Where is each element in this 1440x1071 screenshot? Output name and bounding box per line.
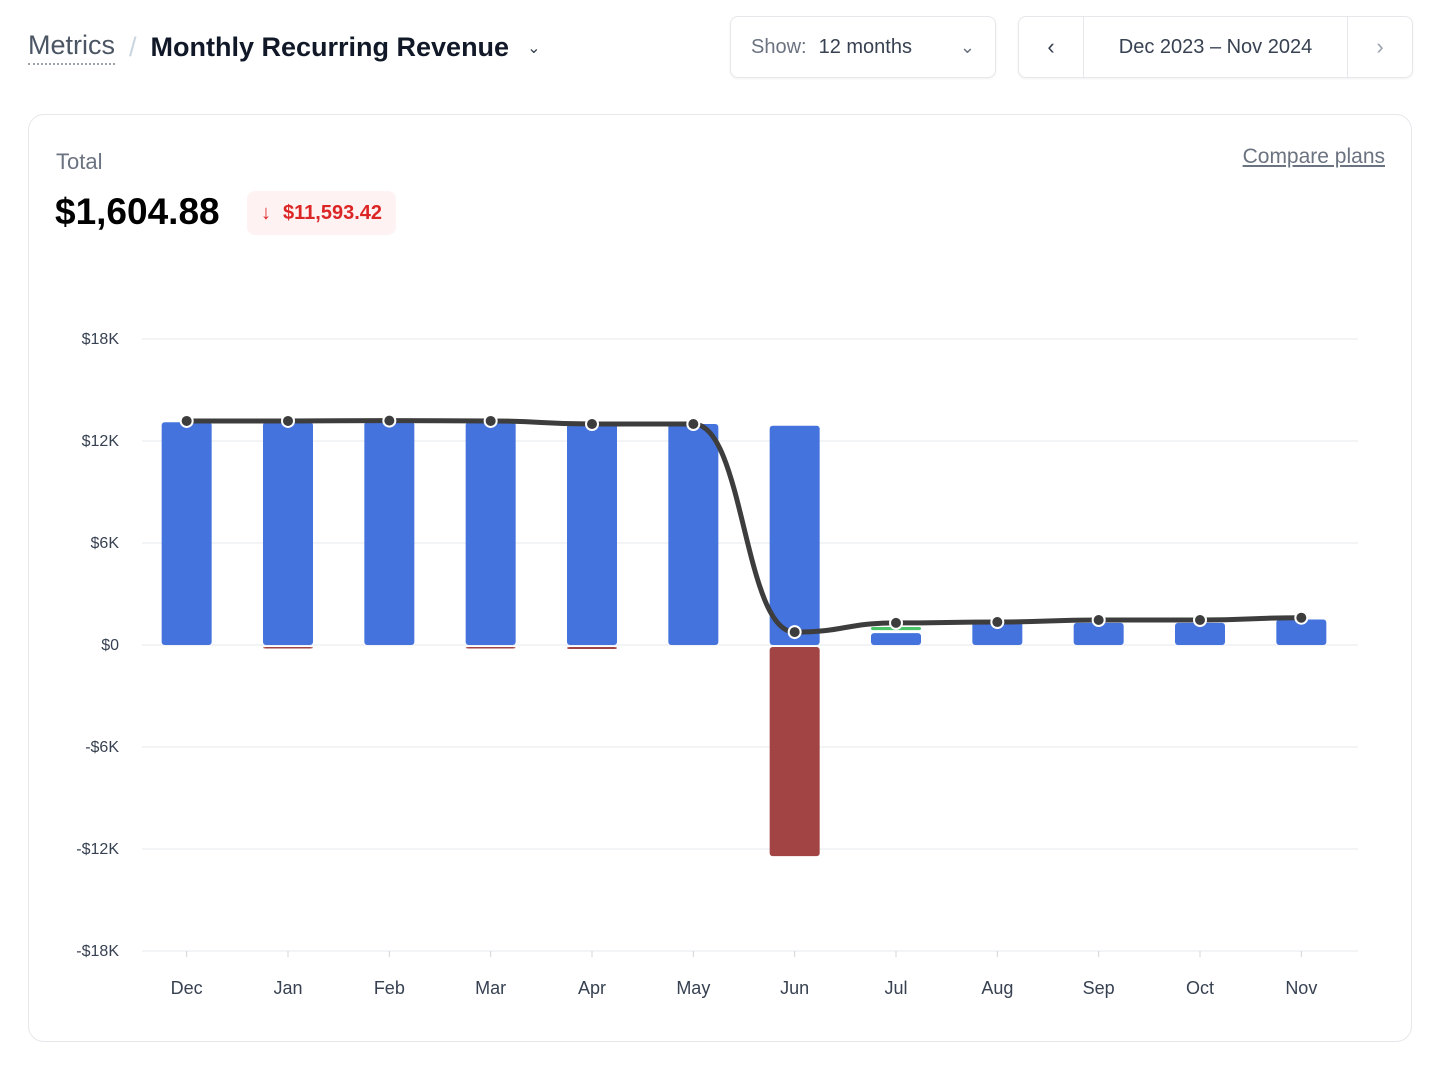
change-badge: ↓ $11,593.42: [247, 191, 396, 235]
bar-mrr: [668, 424, 719, 645]
bar-mrr: [972, 622, 1023, 645]
x-tick-label: Jun: [780, 978, 809, 998]
line-point: [483, 413, 498, 428]
bar-mrr: [161, 422, 212, 645]
y-tick-label: -$18K: [76, 943, 119, 960]
bar-mrr: [1175, 622, 1225, 645]
line-point: [1193, 613, 1207, 628]
bar-mrr: [465, 422, 516, 645]
chevron-down-icon: ⌄: [959, 36, 975, 57]
line-point: [281, 413, 295, 428]
x-tick-label: May: [676, 978, 710, 998]
x-tick-label: Dec: [171, 978, 203, 998]
bar-mrr: [1073, 622, 1124, 645]
bar-churn: [567, 647, 617, 650]
date-range-label[interactable]: Dec 2023 – Nov 2024: [1118, 35, 1313, 58]
y-tick-label: -$12K: [76, 841, 119, 858]
line-point: [1091, 613, 1106, 628]
y-tick-label: $18K: [82, 331, 120, 348]
x-tick-label: Aug: [981, 978, 1013, 998]
chevron-left-icon: ‹: [1047, 34, 1055, 59]
line-point: [787, 625, 802, 640]
x-tick-label: Mar: [475, 978, 506, 998]
y-tick-label: $12K: [82, 433, 120, 450]
bar-mrr: [263, 422, 313, 645]
breadcrumb-separator: /: [129, 32, 137, 62]
bar-mrr: [567, 424, 617, 645]
bar-churn: [769, 647, 820, 857]
y-tick-label: $0: [101, 637, 119, 654]
chevron-right-icon: ›: [1376, 34, 1384, 59]
next-range-button[interactable]: ›: [1347, 17, 1412, 77]
bar-mrr: [769, 425, 820, 645]
x-tick-label: Apr: [578, 978, 606, 998]
breadcrumb: Metrics / Monthly Recurring Revenue ⌄: [28, 30, 540, 65]
total-label: Total: [56, 149, 103, 174]
page-title[interactable]: Monthly Recurring Revenue: [150, 32, 510, 62]
change-value: $11,593.42: [283, 201, 382, 224]
compare-plans-link[interactable]: Compare plans: [1242, 145, 1385, 168]
y-tick-label: $6K: [91, 535, 120, 552]
x-tick-label: Jul: [884, 978, 907, 998]
line-point: [585, 417, 599, 431]
line-point: [179, 413, 194, 428]
mrr-card: Total $1,604.88 ↓ $11,593.42 Compare pla…: [28, 114, 1412, 1042]
bar-mrr: [871, 633, 921, 645]
line-point: [990, 615, 1005, 630]
previous-range-button[interactable]: ‹: [1019, 17, 1084, 77]
y-tick-label: -$6K: [85, 739, 119, 756]
breadcrumb-root-link[interactable]: Metrics: [28, 30, 115, 65]
line-point: [889, 615, 903, 630]
x-tick-label: Sep: [1083, 978, 1115, 998]
total-line: [186, 418, 1302, 635]
line-point: [686, 417, 701, 431]
chevron-down-icon[interactable]: ⌄: [527, 39, 541, 57]
period-select-value: 12 months: [818, 35, 912, 58]
x-tick-label: Feb: [374, 978, 405, 998]
total-value: $1,604.88: [55, 191, 220, 232]
date-range-picker: ‹ Dec 2023 – Nov 2024 ›: [1018, 16, 1413, 78]
x-tick-label: Jan: [273, 978, 302, 998]
line-point: [1294, 610, 1309, 625]
period-select[interactable]: Show: 12 months ⌄: [730, 16, 996, 78]
bar-churn: [263, 647, 313, 649]
x-tick-label: Oct: [1186, 978, 1214, 998]
line-point: [382, 413, 397, 428]
bar-churn: [465, 647, 516, 649]
arrow-down-icon: ↓: [261, 201, 271, 224]
x-tick-label: Nov: [1285, 978, 1317, 998]
period-select-label: Show:: [751, 35, 807, 58]
bar-mrr: [1276, 619, 1327, 645]
bar-mrr: [364, 421, 415, 645]
